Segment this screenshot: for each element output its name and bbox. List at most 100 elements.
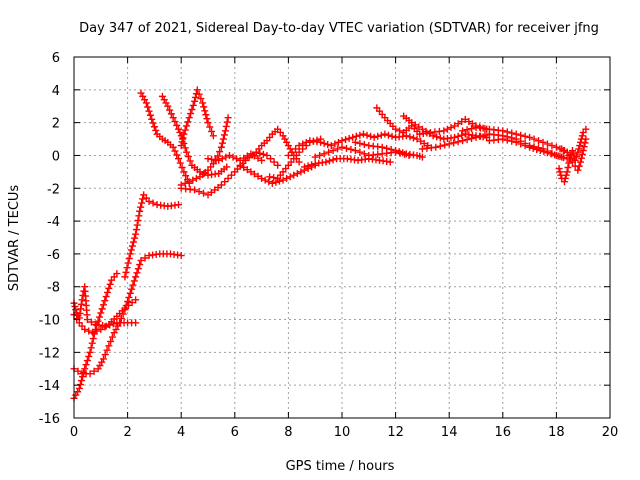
data-point xyxy=(105,342,113,350)
data-point xyxy=(454,138,462,146)
data-point xyxy=(82,361,90,369)
data-point xyxy=(166,106,174,114)
data-point xyxy=(145,107,153,115)
data-point xyxy=(149,119,157,127)
data-point xyxy=(131,234,139,242)
y-tick-label: 0 xyxy=(52,149,60,164)
axis-ticks: 0 2 4 6 8 10 12 14 16 18 20 -16 -14 -12 -10 -8 -6 -4 -2 0 2 4… xyxy=(39,51,619,440)
data-point xyxy=(204,119,212,127)
data-point xyxy=(258,174,266,182)
data-point xyxy=(256,149,264,157)
data-point xyxy=(363,131,371,139)
data-point xyxy=(221,127,229,135)
data-point xyxy=(94,317,102,325)
data-point xyxy=(561,174,569,182)
data-point xyxy=(171,147,179,155)
x-tick-label: 16 xyxy=(495,425,512,440)
data-point xyxy=(254,154,262,162)
data-point xyxy=(560,178,568,186)
data-point xyxy=(81,365,89,373)
data-point xyxy=(579,147,587,155)
data-point xyxy=(317,138,325,146)
data-point xyxy=(85,352,93,360)
data-point xyxy=(108,333,116,341)
data-point xyxy=(429,132,437,140)
data-point xyxy=(582,125,590,133)
data-point xyxy=(347,145,355,153)
data-point xyxy=(463,136,471,144)
data-point xyxy=(359,130,367,138)
data-point xyxy=(224,114,232,122)
data-point xyxy=(521,142,529,150)
data-point xyxy=(104,288,111,296)
data-point xyxy=(227,171,235,179)
data-point xyxy=(517,131,525,139)
data-point xyxy=(164,102,172,110)
y-tick-label: -12 xyxy=(39,346,60,361)
data-point xyxy=(334,145,342,153)
data-point xyxy=(408,119,416,127)
data-series-arc-11 xyxy=(204,150,266,164)
data-point xyxy=(265,178,273,186)
data-point xyxy=(266,173,274,181)
data-series-arc-12 xyxy=(236,161,319,187)
data-point xyxy=(221,178,229,186)
data-point xyxy=(386,158,394,166)
data-point xyxy=(83,357,91,365)
data-point xyxy=(447,124,455,132)
data-point xyxy=(370,133,378,141)
data-point xyxy=(261,176,269,184)
grid xyxy=(74,57,610,418)
data-point xyxy=(136,207,144,215)
data-point xyxy=(327,142,335,150)
data-point xyxy=(145,197,153,205)
data-point xyxy=(206,123,214,131)
data-point xyxy=(577,158,585,166)
data-point xyxy=(272,178,280,186)
data-point xyxy=(384,131,392,139)
x-tick-label: 2 xyxy=(123,425,131,440)
data-point xyxy=(508,137,516,145)
data-point xyxy=(465,118,473,126)
data-point xyxy=(512,138,520,146)
data-point xyxy=(552,143,560,151)
data-point xyxy=(183,122,191,130)
data-point xyxy=(93,321,101,329)
data-point xyxy=(290,171,298,179)
data-point xyxy=(142,99,150,107)
data-point xyxy=(136,261,144,269)
data-series-arc-6 xyxy=(137,89,193,187)
data-point xyxy=(124,297,132,305)
data-point xyxy=(283,174,291,182)
data-point xyxy=(573,152,580,160)
data-point xyxy=(378,143,386,151)
data-point xyxy=(351,138,359,146)
data-point xyxy=(87,344,95,352)
data-point xyxy=(189,176,197,184)
data-point xyxy=(396,127,404,135)
data-point xyxy=(413,135,421,143)
data-point xyxy=(181,126,189,134)
x-tick-label: 0 xyxy=(70,425,78,440)
y-tick-label: 4 xyxy=(52,84,60,99)
data-point xyxy=(388,132,396,140)
data-point xyxy=(236,161,244,169)
data-point xyxy=(565,159,573,167)
data-point xyxy=(169,143,177,151)
data-point xyxy=(338,137,346,145)
data-point xyxy=(503,128,511,136)
data-point xyxy=(86,348,94,356)
data-point xyxy=(351,147,359,155)
data-point xyxy=(101,297,109,305)
data-point xyxy=(243,166,251,174)
data-point xyxy=(177,252,185,260)
data-point xyxy=(324,141,332,149)
data-series-arc-7 xyxy=(158,92,231,179)
data-point xyxy=(101,323,109,331)
data-point xyxy=(126,289,134,297)
data-point xyxy=(392,125,400,133)
data-point xyxy=(259,150,267,158)
data-point xyxy=(240,163,248,171)
data-point xyxy=(508,129,516,137)
data-point xyxy=(533,145,541,153)
